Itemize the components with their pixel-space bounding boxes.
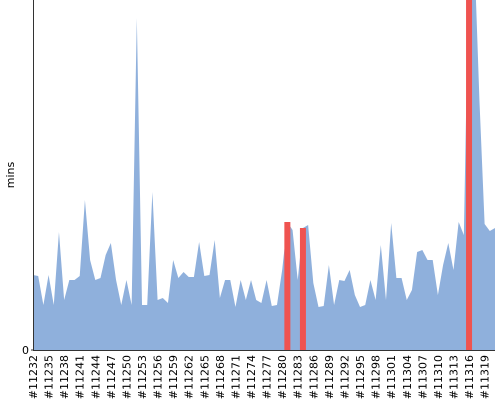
x-tick-label: #11319 bbox=[479, 355, 492, 399]
bar bbox=[284, 222, 291, 350]
x-tick-label: #11241 bbox=[74, 355, 87, 399]
x-tick-label: #11259 bbox=[167, 355, 180, 399]
x-tick-label: #11256 bbox=[152, 355, 165, 399]
x-tick-label: #11244 bbox=[89, 355, 102, 399]
x-tick-label: #11292 bbox=[338, 355, 351, 399]
x-tick-label: #11307 bbox=[416, 355, 429, 399]
x-tick-label: #11238 bbox=[58, 355, 71, 399]
x-tick-label: #11304 bbox=[401, 355, 414, 399]
x-tick-label: #11289 bbox=[323, 355, 336, 399]
x-tick-label: #11247 bbox=[105, 355, 118, 399]
x-tick-label: #11313 bbox=[447, 355, 460, 399]
x-tick-label: #11283 bbox=[292, 355, 305, 399]
x-tick-label: #11298 bbox=[370, 355, 383, 399]
x-tick-label: #11250 bbox=[120, 355, 133, 399]
x-tick-label: #11235 bbox=[43, 355, 56, 399]
area bbox=[33, 0, 495, 350]
bar bbox=[466, 0, 473, 350]
y-axis-label: mins bbox=[4, 161, 17, 188]
y-tick-label: 0 bbox=[22, 344, 29, 357]
x-tick-label: #11274 bbox=[245, 355, 258, 399]
x-tick-label: #11316 bbox=[463, 355, 476, 399]
x-tick-label: #11301 bbox=[385, 355, 398, 399]
x-tick-label: #11265 bbox=[198, 355, 211, 399]
x-tick-label: #11232 bbox=[27, 355, 40, 399]
x-tick-label: #11310 bbox=[432, 355, 445, 399]
bar bbox=[299, 228, 306, 350]
x-tick-label: #11286 bbox=[307, 355, 320, 399]
plot-area bbox=[33, 0, 495, 350]
x-tick-label: #11295 bbox=[354, 355, 367, 399]
x-tick-label: #11268 bbox=[214, 355, 227, 399]
x-tick-label: #11271 bbox=[229, 355, 242, 399]
x-tick-label: #11277 bbox=[261, 355, 274, 399]
x-tick-label: #11280 bbox=[276, 355, 289, 399]
x-tick-label: #11253 bbox=[136, 355, 149, 399]
x-tick-label: #11262 bbox=[183, 355, 196, 399]
